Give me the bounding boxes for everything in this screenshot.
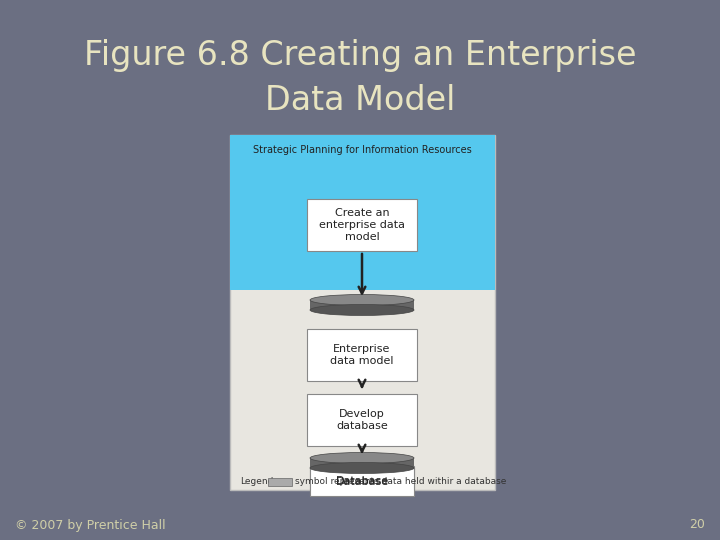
Bar	[307, 199, 417, 251]
Text: Enterprise
data model: Enterprise data model	[330, 344, 394, 366]
Ellipse shape	[310, 305, 414, 315]
Bar	[310, 458, 414, 468]
Text: Develop
database: Develop database	[336, 409, 388, 431]
Text: Strategic Planning for Information Resources: Strategic Planning for Information Resou…	[253, 145, 472, 155]
Ellipse shape	[310, 462, 414, 474]
Bar	[310, 466, 414, 496]
Bar	[307, 329, 417, 381]
Text: © 2007 by Prentice Hall: © 2007 by Prentice Hall	[15, 518, 166, 531]
Bar	[230, 135, 495, 290]
Text: Create an
enterprise data
model: Create an enterprise data model	[319, 208, 405, 241]
Text: 20: 20	[689, 518, 705, 531]
Ellipse shape	[310, 453, 414, 463]
Bar	[230, 135, 495, 490]
Text: Database: Database	[336, 476, 389, 486]
Text: Database: Database	[336, 477, 389, 487]
Bar	[307, 394, 417, 446]
Bar	[310, 300, 414, 310]
Text: Legend:: Legend:	[240, 477, 276, 487]
Text: Figure 6.8 Creating an Enterprise: Figure 6.8 Creating an Enterprise	[84, 38, 636, 71]
Text: symbol represents data held withir a database: symbol represents data held withir a dat…	[295, 477, 506, 487]
Ellipse shape	[310, 294, 414, 306]
Bar	[310, 468, 414, 496]
Text: Data Model: Data Model	[265, 84, 455, 117]
Bar	[268, 478, 292, 486]
